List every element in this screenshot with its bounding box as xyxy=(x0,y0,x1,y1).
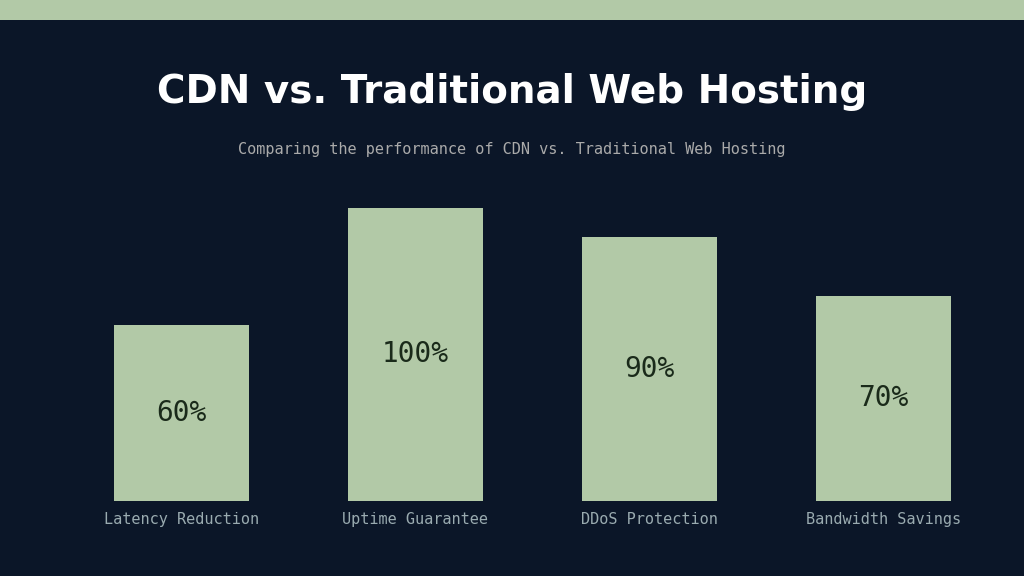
Bar xyxy=(582,237,718,501)
Text: 70%: 70% xyxy=(858,384,908,412)
Text: 60%: 60% xyxy=(157,399,207,427)
Text: 100%: 100% xyxy=(382,340,449,369)
Bar xyxy=(114,325,249,501)
Text: Comparing the performance of CDN vs. Traditional Web Hosting: Comparing the performance of CDN vs. Tra… xyxy=(239,142,785,157)
Bar xyxy=(347,208,483,501)
Text: CDN vs. Traditional Web Hosting: CDN vs. Traditional Web Hosting xyxy=(157,73,867,111)
Text: 90%: 90% xyxy=(625,355,675,383)
Bar xyxy=(816,296,951,501)
